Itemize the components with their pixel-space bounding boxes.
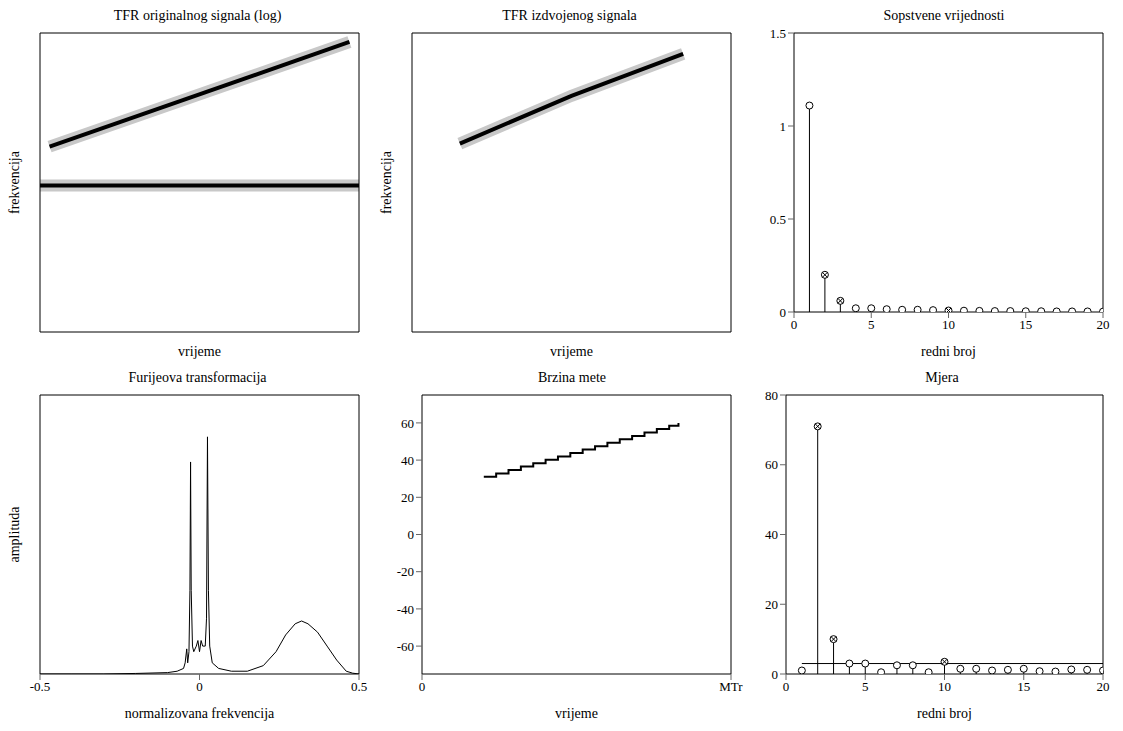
svg-text:10: 10 <box>942 317 955 332</box>
svg-text:60: 60 <box>401 416 414 431</box>
svg-text:60: 60 <box>765 457 778 472</box>
svg-text:frekvencija: frekvencija <box>7 150 22 214</box>
svg-text:1: 1 <box>780 119 787 134</box>
svg-text:1.5: 1.5 <box>770 26 786 41</box>
html-text:TFR originalnog signala (log): TFR originalnog signala (log) <box>113 8 282 23</box>
svg-text:20: 20 <box>765 597 778 612</box>
html-text:Furijeova transformacija: Furijeova transformacija <box>128 370 267 385</box>
svg-text:40: 40 <box>401 453 414 468</box>
html-text:Brzina mete: Brzina mete <box>538 370 606 385</box>
svg-text:frekvencija: frekvencija <box>379 150 394 214</box>
svg-text:vrijeme: vrijeme <box>550 344 593 359</box>
svg-text:normalizovana frekvencija: normalizovana frekvencija <box>125 706 275 721</box>
svg-text:20: 20 <box>1097 679 1110 694</box>
svg-text:-20: -20 <box>397 564 414 579</box>
svg-text:amplituda: amplituda <box>7 506 22 563</box>
svg-text:20: 20 <box>401 490 414 505</box>
svg-text:10: 10 <box>938 679 951 694</box>
svg-text:0: 0 <box>408 527 415 542</box>
svg-text:MTr: MTr <box>719 679 743 694</box>
svg-text:-40: -40 <box>397 602 414 617</box>
svg-text:20: 20 <box>1097 317 1110 332</box>
svg-text:0.5: 0.5 <box>351 679 367 694</box>
svg-text:0: 0 <box>791 317 798 332</box>
svg-text:40: 40 <box>765 527 778 542</box>
svg-text:5: 5 <box>862 679 869 694</box>
svg-text:vrijeme: vrijeme <box>178 344 221 359</box>
svg-text:80: 80 <box>765 388 778 403</box>
svg-text:0.5: 0.5 <box>770 212 786 227</box>
svg-text:5: 5 <box>868 317 875 332</box>
svg-text:-0.5: -0.5 <box>30 679 51 694</box>
svg-text:-60: -60 <box>397 639 414 654</box>
svg-text:0: 0 <box>419 679 426 694</box>
svg-text:15: 15 <box>1019 317 1032 332</box>
html-text:Mjera: Mjera <box>925 370 959 385</box>
svg-text:vrijeme: vrijeme <box>555 706 598 721</box>
svg-text:0: 0 <box>783 679 790 694</box>
svg-text:0: 0 <box>780 305 787 320</box>
svg-text:redni broj: redni broj <box>921 344 976 359</box>
html-text:TFR izdvojenog signala: TFR izdvojenog signala <box>502 8 637 23</box>
svg-text:15: 15 <box>1017 679 1030 694</box>
html-text:Sopstvene vrijednosti: Sopstvene vrijednosti <box>883 8 1005 23</box>
svg-text:redni broj: redni broj <box>917 706 972 721</box>
svg-text:0: 0 <box>772 667 779 682</box>
svg-text:0: 0 <box>196 679 203 694</box>
